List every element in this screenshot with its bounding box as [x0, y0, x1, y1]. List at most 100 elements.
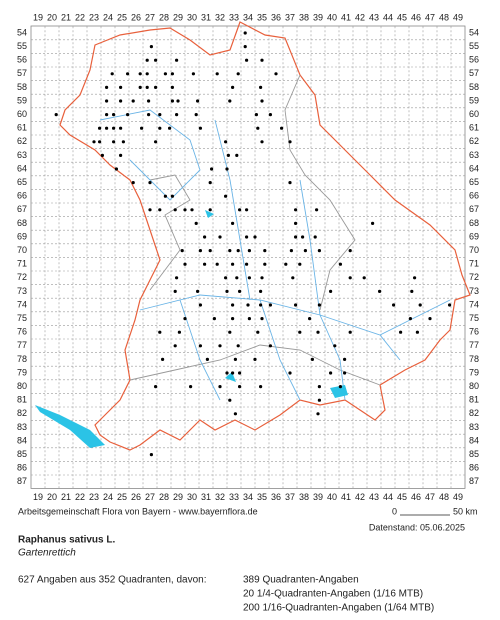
record-dot: [147, 113, 151, 117]
column-label: 37: [285, 492, 295, 502]
row-label: 75: [469, 313, 479, 323]
record-dot: [301, 235, 305, 239]
record-dot: [291, 276, 295, 280]
record-dot: [119, 153, 123, 157]
record-dot: [196, 99, 200, 103]
record-dot: [329, 289, 333, 293]
record-dot: [228, 398, 232, 402]
column-label: 25: [117, 492, 127, 502]
record-dot: [392, 303, 396, 307]
record-dot: [294, 208, 298, 212]
column-label: 47: [425, 13, 435, 23]
column-label: 38: [299, 492, 309, 502]
record-dot: [236, 249, 240, 253]
record-dot: [289, 249, 293, 253]
record-dot: [235, 276, 239, 280]
record-dot: [236, 344, 240, 348]
row-label: 58: [17, 82, 27, 92]
row-label: 63: [17, 150, 27, 160]
column-label: 32: [215, 492, 225, 502]
record-dot: [224, 140, 228, 144]
row-label: 61: [17, 123, 27, 133]
record-dot: [259, 303, 263, 307]
record-dot: [119, 85, 123, 89]
record-dot: [231, 303, 235, 307]
record-dot: [198, 344, 202, 348]
column-label: 27: [145, 492, 155, 502]
stats-summary: 627 Angaben aus 352 Quadranten, davon:: [18, 575, 207, 586]
row-label: 83: [469, 422, 479, 432]
record-dot: [280, 126, 284, 130]
row-label: 59: [17, 95, 27, 105]
column-label: 22: [75, 13, 85, 23]
column-label: 48: [439, 492, 449, 502]
record-dot: [259, 85, 263, 89]
record-dot: [154, 385, 158, 389]
row-label: 62: [17, 136, 27, 146]
record-dot: [225, 167, 229, 171]
record-dot: [256, 126, 260, 130]
record-dot: [158, 208, 162, 212]
row-label: 56: [17, 55, 27, 65]
column-label: 39: [313, 13, 323, 23]
lake-constance: [35, 405, 105, 448]
column-label: 42: [355, 13, 365, 23]
record-dot: [233, 412, 237, 416]
record-dot: [173, 344, 177, 348]
record-dot: [149, 453, 153, 457]
row-label: 84: [469, 435, 479, 445]
row-label: 78: [17, 354, 27, 364]
row-label: 77: [469, 340, 479, 350]
column-label: 39: [313, 492, 323, 502]
record-dot: [247, 249, 251, 253]
record-dot: [138, 72, 142, 76]
record-dot: [378, 289, 382, 293]
record-dot: [170, 85, 174, 89]
column-label: 45: [397, 13, 407, 23]
records: [54, 31, 452, 457]
column-label: 24: [103, 492, 113, 502]
row-label: 68: [17, 218, 27, 228]
record-dot: [231, 221, 235, 225]
column-label: 20: [47, 13, 57, 23]
record-dot: [245, 208, 249, 212]
row-label: 81: [17, 395, 27, 405]
row-label: 82: [17, 408, 27, 418]
column-label: 44: [383, 492, 393, 502]
record-dot: [253, 357, 257, 361]
record-dot: [268, 303, 272, 307]
common-name: Gartenrettich: [18, 548, 76, 559]
record-dot: [198, 126, 202, 130]
column-label: 26: [131, 492, 141, 502]
record-dot: [198, 249, 202, 253]
row-label: 67: [17, 204, 27, 214]
row-label: 66: [469, 191, 479, 201]
record-dot: [203, 235, 207, 239]
district-borders: [129, 74, 381, 386]
row-label: 82: [469, 408, 479, 418]
row-label: 80: [469, 381, 479, 391]
row-label: 57: [469, 68, 479, 78]
record-dot: [315, 208, 319, 212]
state-border: [59, 21, 471, 451]
record-dot: [231, 85, 235, 89]
row-label: 63: [469, 150, 479, 160]
date: Datenstand: 05.06.2025: [369, 522, 465, 532]
stats-line: 20 1/4-Quadranten-Angaben (1/16 MTB): [243, 589, 423, 600]
record-dot: [119, 99, 123, 103]
record-dot: [333, 344, 337, 348]
credit: Arbeitsgemeinschaft Flora von Bayern - w…: [18, 506, 258, 516]
column-label: 37: [285, 13, 295, 23]
row-label: 72: [469, 272, 479, 282]
record-dot: [303, 249, 307, 253]
row-label: 86: [17, 463, 27, 473]
record-dot: [245, 262, 249, 266]
column-label: 29: [173, 492, 183, 502]
row-label: 76: [469, 327, 479, 337]
row-label: 75: [17, 313, 27, 323]
row-label: 70: [17, 245, 27, 255]
column-label: 24: [103, 13, 113, 23]
record-dot: [418, 303, 422, 307]
row-label: 62: [469, 136, 479, 146]
